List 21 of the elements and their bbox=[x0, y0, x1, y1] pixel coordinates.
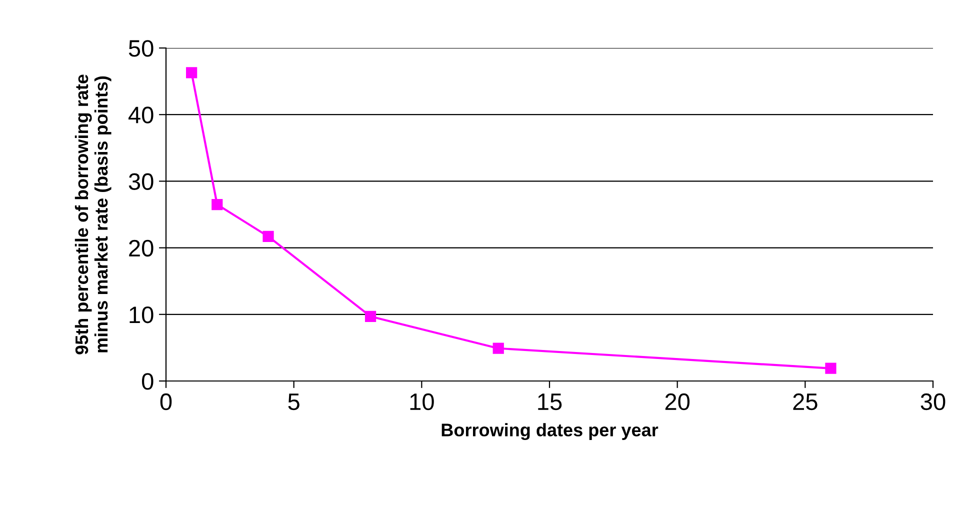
x-tick-label: 5 bbox=[288, 394, 300, 410]
x-tick-label: 0 bbox=[160, 393, 172, 410]
y-tick-label: 50 bbox=[128, 40, 154, 57]
point bbox=[364, 310, 376, 322]
x-tick-label: 15 bbox=[538, 394, 562, 410]
point bbox=[492, 342, 504, 354]
y-tick-label: 10 bbox=[130, 306, 154, 324]
point bbox=[186, 67, 198, 78]
x-axis-title: Borrowing dates per year bbox=[442, 423, 658, 440]
y-tick-label: 20 bbox=[129, 240, 154, 257]
x-tick-label: 25 bbox=[793, 393, 818, 410]
point bbox=[825, 362, 836, 374]
x-tick-label: 30 bbox=[920, 393, 946, 410]
y-tick-label: 30 bbox=[128, 173, 154, 190]
x-tick-label: 20 bbox=[665, 393, 690, 410]
y-tick-label: 0 bbox=[142, 373, 154, 390]
y-tick-label: 40 bbox=[128, 106, 154, 124]
y-axis-title: 95th percentile of borrowing rate minus market rate (basis points) bbox=[74, 74, 112, 354]
point bbox=[262, 230, 274, 242]
x-tick-label: 10 bbox=[410, 393, 434, 410]
point bbox=[212, 198, 223, 210]
